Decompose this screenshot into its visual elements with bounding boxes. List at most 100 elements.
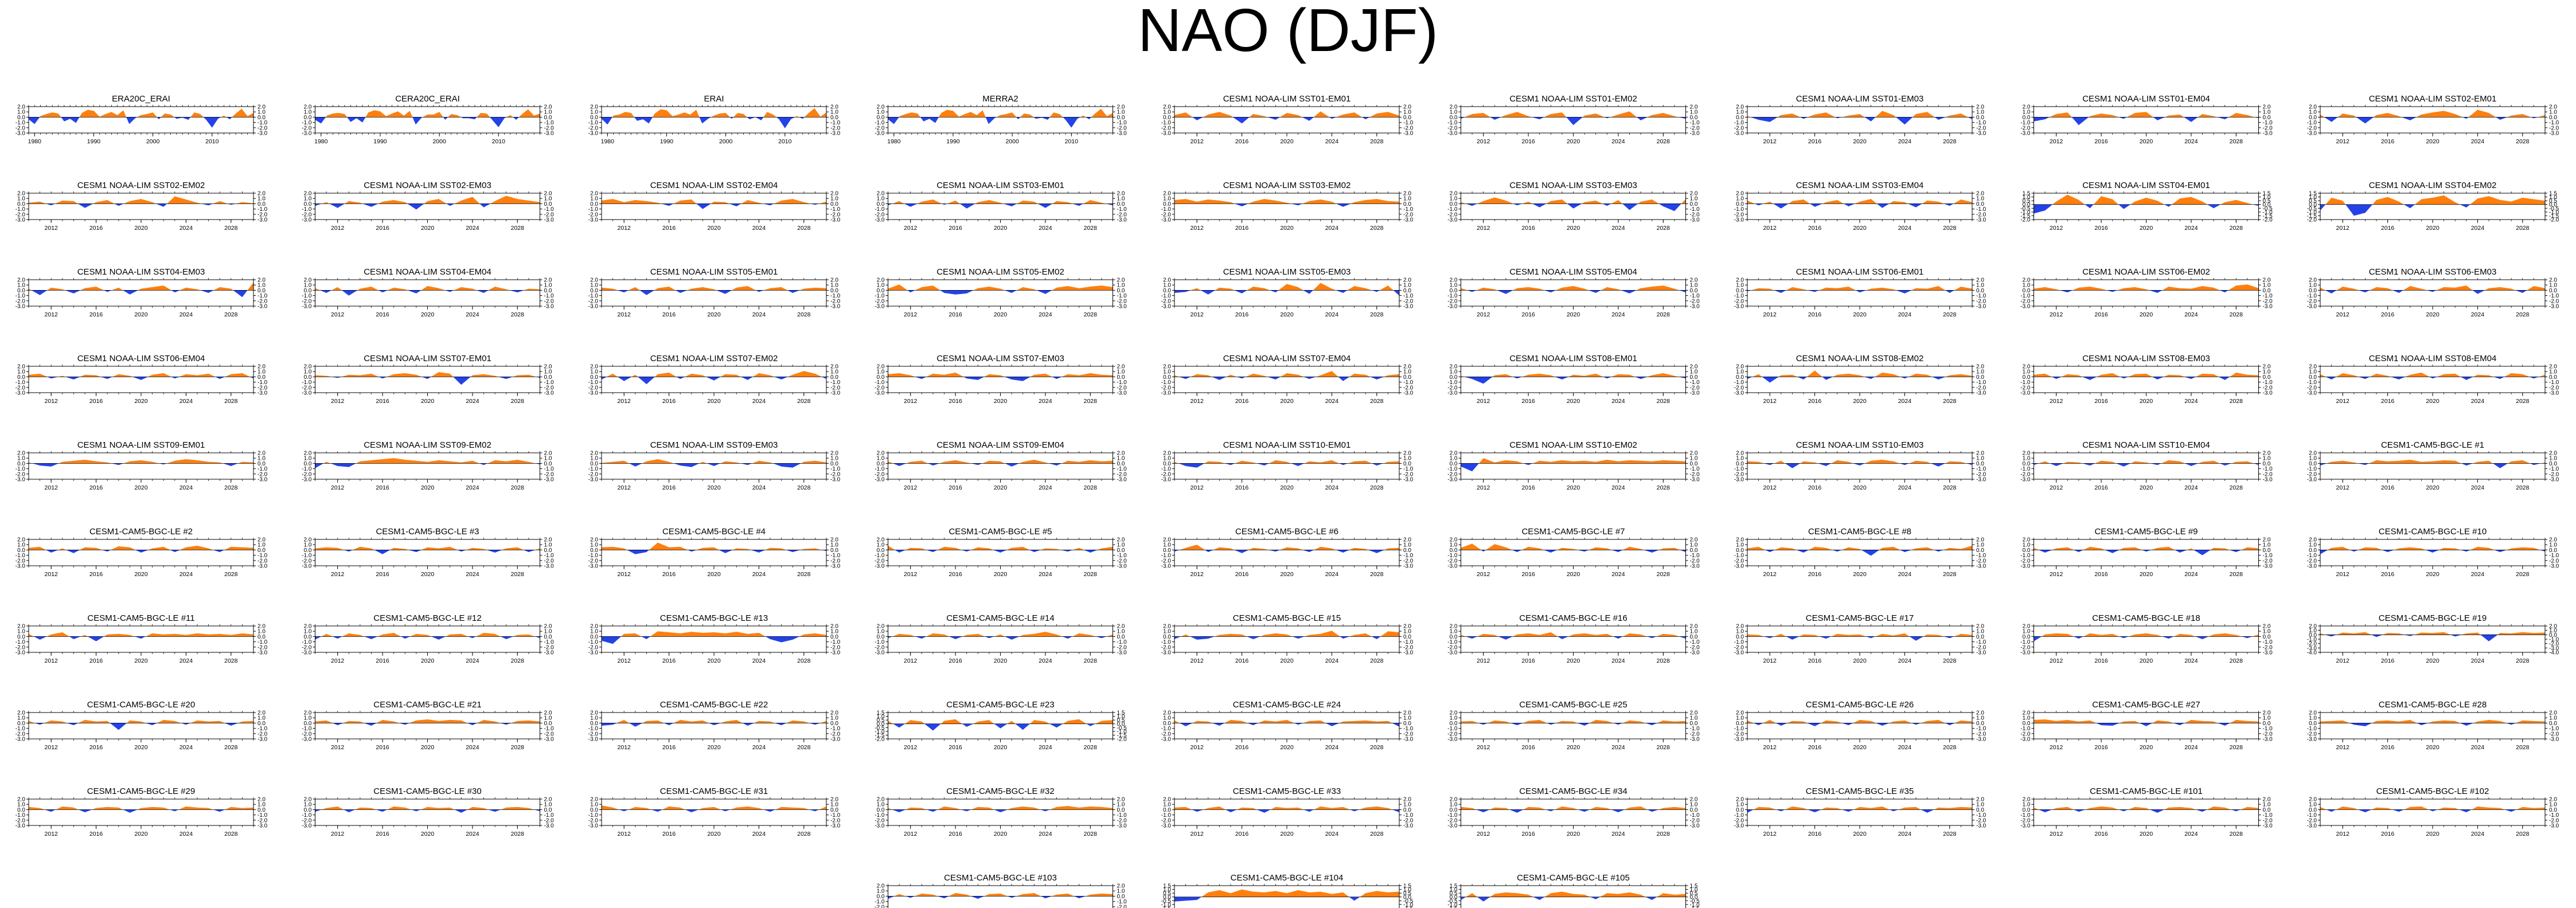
- plot-frame: [601, 106, 827, 134]
- y-tick-label-right: -1.0: [544, 120, 555, 126]
- y-tick-label-right: 2.0: [1117, 624, 1125, 630]
- x-tick-label: 2016: [1808, 484, 1822, 491]
- y-tick-label: 2.0: [2023, 451, 2031, 457]
- y-tick-label-right: -3.0: [2549, 477, 2559, 483]
- x-tick-label: 2028: [1657, 484, 1671, 491]
- y-tick-label: -2.0: [1734, 125, 1744, 131]
- x-tick-label: 2016: [89, 225, 103, 232]
- y-tick-label: 1.0: [1163, 283, 1171, 289]
- y-tick-label: 2.0: [1450, 364, 1458, 370]
- y-tick-label-right: 1.0: [1117, 369, 1125, 375]
- y-tick-label-right: -0.5: [2263, 206, 2273, 212]
- y-tick-label-right: 1.0: [257, 196, 266, 202]
- y-tick-label: -2.0: [588, 644, 599, 651]
- y-tick-label: 0.0: [877, 461, 885, 467]
- y-tick-label-right: -2.0: [2549, 471, 2559, 478]
- y-tick-label: 0.0: [1450, 288, 1458, 294]
- y-tick-label-right: -3.0: [1690, 390, 1700, 397]
- x-tick-label: 1980: [314, 138, 328, 145]
- x-tick-label: 2012: [45, 484, 58, 491]
- y-tick-label: -2.0: [1161, 558, 1172, 564]
- y-tick-label: -1.0: [1734, 379, 1744, 386]
- panel-title: CESM1 NOAA-LIM SST07-EM01: [364, 354, 491, 363]
- y-tick-label-right: 0.0: [1976, 288, 1984, 294]
- y-tick-label: 2.0: [2309, 104, 2317, 111]
- x-tick-label: 2010: [1065, 138, 1079, 145]
- y-tick-label: 2.0: [2023, 277, 2031, 284]
- x-tick-label: 2024: [1611, 138, 1625, 145]
- plot-frame: [2320, 106, 2546, 134]
- x-tick-label: 2028: [1370, 657, 1384, 664]
- y-tick-label-right: 1.0: [1976, 369, 1984, 375]
- y-tick-label: -1.0: [1161, 379, 1172, 386]
- y-tick-label: -1.0: [588, 553, 599, 559]
- y-tick-label: -2.0: [1161, 385, 1172, 391]
- y-tick-label: 2.0: [590, 104, 598, 111]
- y-tick-label: 1.0: [1450, 283, 1458, 289]
- y-tick-label: -2.0: [302, 644, 312, 651]
- negative-area: [1174, 636, 1399, 640]
- plot-frame: [315, 366, 540, 393]
- y-tick-label: 1.0: [17, 109, 25, 116]
- y-tick-label: 1.0: [1736, 283, 1744, 289]
- y-tick-label: -1.0: [15, 553, 26, 559]
- x-tick-label: 2016: [1808, 225, 1822, 232]
- y-tick-label: -3.0: [2020, 304, 2031, 310]
- y-tick-label-right: -3.0: [2263, 390, 2273, 397]
- x-tick-label: 2020: [2140, 398, 2153, 405]
- x-tick-label: 2028: [511, 484, 525, 491]
- x-tick-label: 2028: [1084, 657, 1098, 664]
- negative-area: [315, 203, 540, 210]
- y-tick-label: 1.0: [17, 369, 25, 375]
- y-tick-label-right: 2.0: [830, 624, 838, 630]
- y-tick-label: 1.0: [877, 109, 885, 116]
- y-tick-label: 0.0: [590, 634, 598, 640]
- y-tick-label: -2.0: [2307, 385, 2317, 391]
- x-tick-label: 2028: [2516, 571, 2530, 578]
- x-tick-label: 1990: [946, 138, 960, 145]
- positive-area: [315, 195, 540, 204]
- y-tick-label: -1.0: [2020, 120, 2031, 126]
- x-tick-label: 2012: [904, 311, 918, 318]
- x-tick-label: 2024: [1325, 571, 1339, 578]
- panel-title: MERRA2: [982, 94, 1018, 104]
- x-tick-label: 2024: [752, 311, 766, 318]
- negative-area: [2320, 463, 2545, 468]
- y-tick-label-right: -1.0: [257, 553, 268, 559]
- x-tick-label: 2012: [45, 571, 58, 578]
- positive-area: [888, 199, 1113, 204]
- y-tick-label-right: 1.0: [1690, 369, 1698, 375]
- positive-area: [1747, 370, 1972, 377]
- panel-title: CESM1-CAM5-BGC-LE #5: [949, 527, 1052, 537]
- nao-panel: CESM1-CAM5-BGC-LE #162.0 2.01.0 1.00.0 0.0-…: [1447, 613, 1700, 664]
- y-tick-label: 1.0: [590, 109, 598, 116]
- y-tick-label-right: 1.0: [257, 109, 266, 116]
- panel-title: CESM1-CAM5-BGC-LE #16: [1519, 613, 1627, 623]
- y-tick-label-right: 1.0: [2263, 283, 2271, 289]
- positive-area: [1174, 283, 1399, 291]
- negative-area: [29, 550, 253, 553]
- y-tick-label: 2.0: [877, 624, 885, 630]
- y-tick-label-right: 1.0: [1403, 109, 1411, 116]
- y-tick-label: 1.0: [304, 109, 312, 116]
- negative-area: [29, 203, 253, 208]
- x-tick-label: 2020: [707, 225, 721, 232]
- y-tick-label: -1.0: [588, 466, 599, 472]
- y-tick-label-right: 0.0: [2263, 374, 2271, 381]
- plot-frame: [888, 452, 1113, 480]
- y-tick-label-right: -2.0: [1403, 644, 1414, 651]
- x-tick-label: 2020: [1567, 571, 1580, 578]
- x-tick-label: 2028: [1370, 225, 1384, 232]
- x-tick-label: 2016: [1235, 398, 1249, 405]
- y-tick-label-right: 2.0: [1690, 537, 1698, 543]
- x-tick-label: 2028: [1657, 311, 1671, 318]
- y-tick-label-right: 2.0: [1403, 364, 1411, 370]
- y-tick-label: -2.0: [875, 298, 885, 304]
- y-tick-label: 0.0: [17, 634, 25, 640]
- plot-frame: [1747, 539, 1973, 566]
